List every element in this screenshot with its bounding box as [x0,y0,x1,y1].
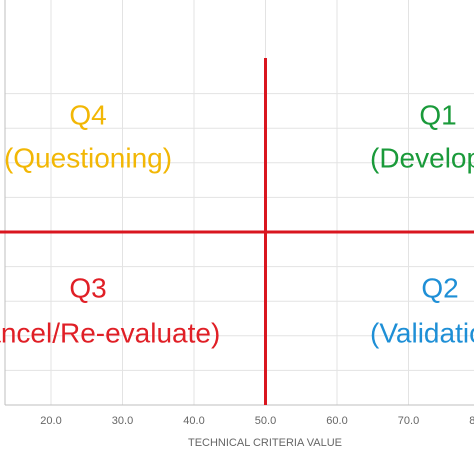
quadrant-id: Q3 [69,272,106,303]
quadrant-id: Q4 [69,99,106,130]
quadrant-name: (Development) [370,142,474,173]
x-tick-label: 80.0 [469,415,474,427]
x-tick-label: 30.0 [112,415,133,427]
x-tick-label: 70.0 [398,415,419,427]
x-tick-label: 60.0 [326,415,347,427]
x-axis-label: TECHNICAL CRITERIA VALUE [188,437,342,449]
quadrant-name: (Cancel/Re-evaluate) [0,317,220,348]
quadrant-name: (Validation) [370,317,474,348]
x-tick-label: 20.0 [40,415,61,427]
quadrant-id: Q2 [421,272,458,303]
x-tick-label: 50.0 [255,415,276,427]
quadrant-name: (Questioning) [4,142,172,173]
x-tick-label: 40.0 [183,415,204,427]
quadrant-id: Q1 [419,99,456,130]
